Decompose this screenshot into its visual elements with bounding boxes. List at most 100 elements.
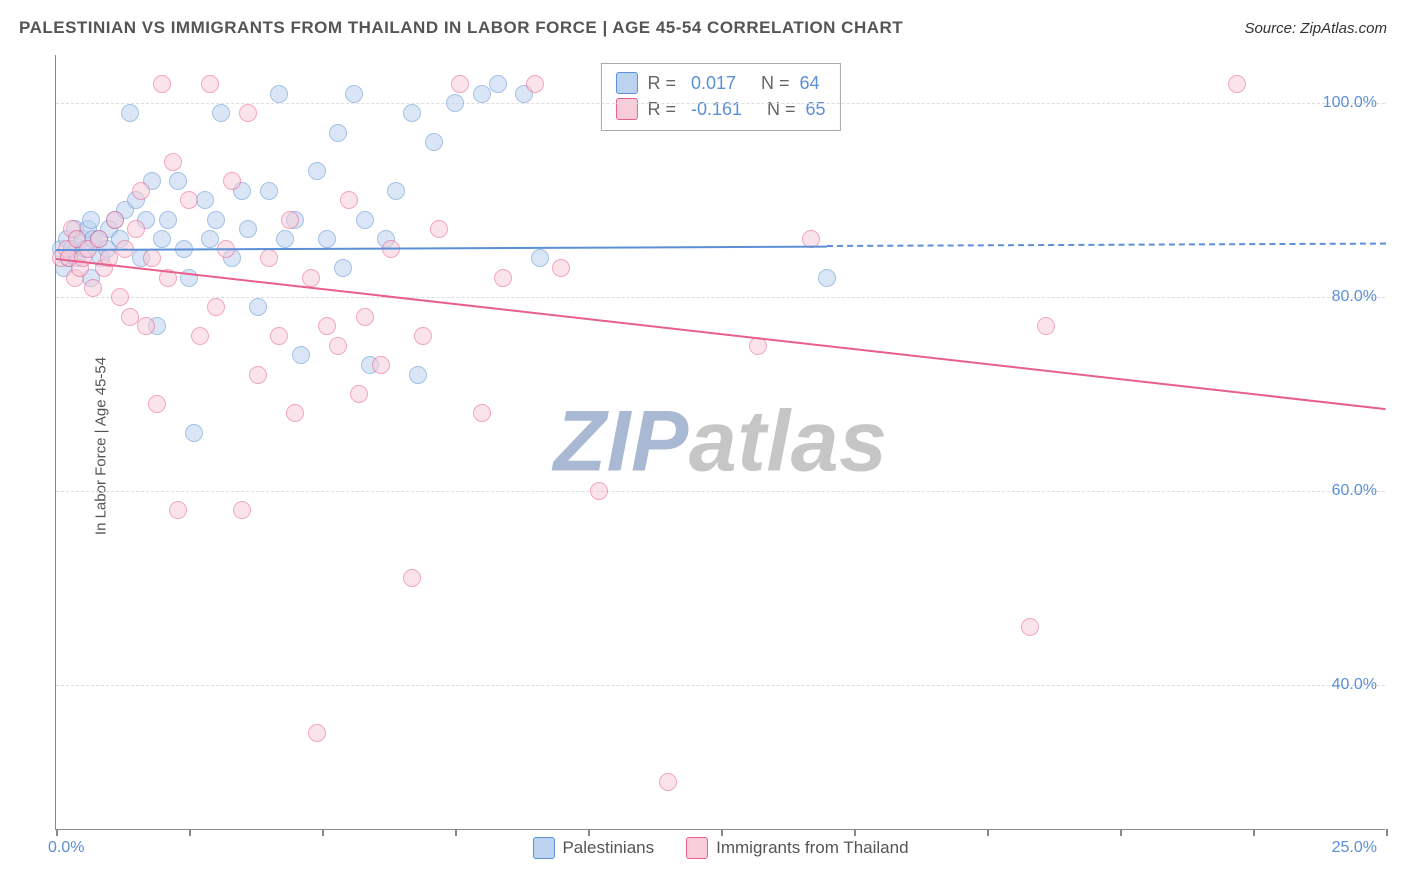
stat-r-label: R = xyxy=(647,96,681,122)
gridline xyxy=(56,103,1385,104)
data-point xyxy=(372,356,390,374)
legend-label: Immigrants from Thailand xyxy=(716,838,908,858)
stats-row: R = 0.017 N = 64 xyxy=(615,70,825,96)
data-point xyxy=(818,269,836,287)
x-tick xyxy=(987,829,989,836)
data-point xyxy=(356,308,374,326)
x-tick xyxy=(1120,829,1122,836)
data-point xyxy=(473,404,491,422)
data-point xyxy=(270,85,288,103)
data-point xyxy=(169,172,187,190)
gridline xyxy=(56,491,1385,492)
data-point xyxy=(207,211,225,229)
x-axis-min-label: 0.0% xyxy=(48,839,84,857)
data-point xyxy=(82,211,100,229)
data-point xyxy=(84,279,102,297)
data-point xyxy=(270,327,288,345)
data-point xyxy=(473,85,491,103)
data-point xyxy=(659,773,677,791)
data-point xyxy=(1021,618,1039,636)
x-tick xyxy=(588,829,590,836)
data-point xyxy=(1228,75,1246,93)
data-point xyxy=(425,133,443,151)
stat-n-label: N = xyxy=(746,70,790,96)
data-point xyxy=(446,94,464,112)
data-point xyxy=(185,424,203,442)
legend-swatch xyxy=(615,72,637,94)
y-tick-label: 60.0% xyxy=(1332,482,1377,500)
legend-swatch xyxy=(615,98,637,120)
data-point xyxy=(106,211,124,229)
legend-item: Immigrants from Thailand xyxy=(686,837,908,859)
data-point xyxy=(334,259,352,277)
data-point xyxy=(132,182,150,200)
y-tick-label: 80.0% xyxy=(1332,288,1377,306)
data-point xyxy=(345,85,363,103)
source-attribution: Source: ZipAtlas.com xyxy=(1244,20,1387,37)
x-tick xyxy=(721,829,723,836)
data-point xyxy=(403,569,421,587)
series-legend: Palestinians Immigrants from Thailand xyxy=(532,837,908,859)
data-point xyxy=(127,220,145,238)
data-point xyxy=(286,404,304,422)
data-point xyxy=(223,172,241,190)
correlation-stats-box: R = 0.017 N = 64R = -0.161 N = 65 xyxy=(600,63,840,131)
data-point xyxy=(526,75,544,93)
data-point xyxy=(329,124,347,142)
stat-n-value: 64 xyxy=(800,70,820,96)
data-point xyxy=(451,75,469,93)
trend-line xyxy=(56,258,1386,410)
data-point xyxy=(137,317,155,335)
y-tick-label: 100.0% xyxy=(1323,94,1377,112)
x-tick xyxy=(455,829,457,836)
data-point xyxy=(196,191,214,209)
trend-line xyxy=(56,245,827,250)
stat-n-label: N = xyxy=(752,96,796,122)
watermark: ZIPatlas xyxy=(554,393,888,492)
data-point xyxy=(159,211,177,229)
data-point xyxy=(292,346,310,364)
legend-swatch xyxy=(686,837,708,859)
data-point xyxy=(276,230,294,248)
data-point xyxy=(90,230,108,248)
chart-title: PALESTINIAN VS IMMIGRANTS FROM THAILAND … xyxy=(19,18,903,38)
y-tick-label: 40.0% xyxy=(1332,676,1377,694)
trend-line xyxy=(827,243,1386,247)
data-point xyxy=(590,482,608,500)
legend-item: Palestinians xyxy=(532,837,654,859)
data-point xyxy=(308,724,326,742)
data-point xyxy=(387,182,405,200)
stat-n-value: 65 xyxy=(806,96,826,122)
data-point xyxy=(403,104,421,122)
data-point xyxy=(260,182,278,200)
data-point xyxy=(164,153,182,171)
data-point xyxy=(1037,317,1055,335)
data-point xyxy=(302,269,320,287)
scatter-plot: ZIPatlas R = 0.017 N = 64R = -0.161 N = … xyxy=(55,55,1385,830)
data-point xyxy=(489,75,507,93)
data-point xyxy=(191,327,209,345)
x-tick xyxy=(56,829,58,836)
data-point xyxy=(153,75,171,93)
data-point xyxy=(249,298,267,316)
x-tick xyxy=(1386,829,1388,836)
x-tick xyxy=(854,829,856,836)
data-point xyxy=(143,249,161,267)
data-point xyxy=(414,327,432,345)
data-point xyxy=(340,191,358,209)
gridline xyxy=(56,685,1385,686)
legend-swatch xyxy=(532,837,554,859)
stat-r-value: 0.017 xyxy=(691,70,736,96)
data-point xyxy=(239,220,257,238)
data-point xyxy=(318,317,336,335)
x-tick xyxy=(1253,829,1255,836)
data-point xyxy=(350,385,368,403)
data-point xyxy=(201,75,219,93)
data-point xyxy=(169,501,187,519)
data-point xyxy=(207,298,225,316)
stats-row: R = -0.161 N = 65 xyxy=(615,96,825,122)
data-point xyxy=(148,395,166,413)
legend-label: Palestinians xyxy=(562,838,654,858)
x-tick xyxy=(189,829,191,836)
data-point xyxy=(180,191,198,209)
